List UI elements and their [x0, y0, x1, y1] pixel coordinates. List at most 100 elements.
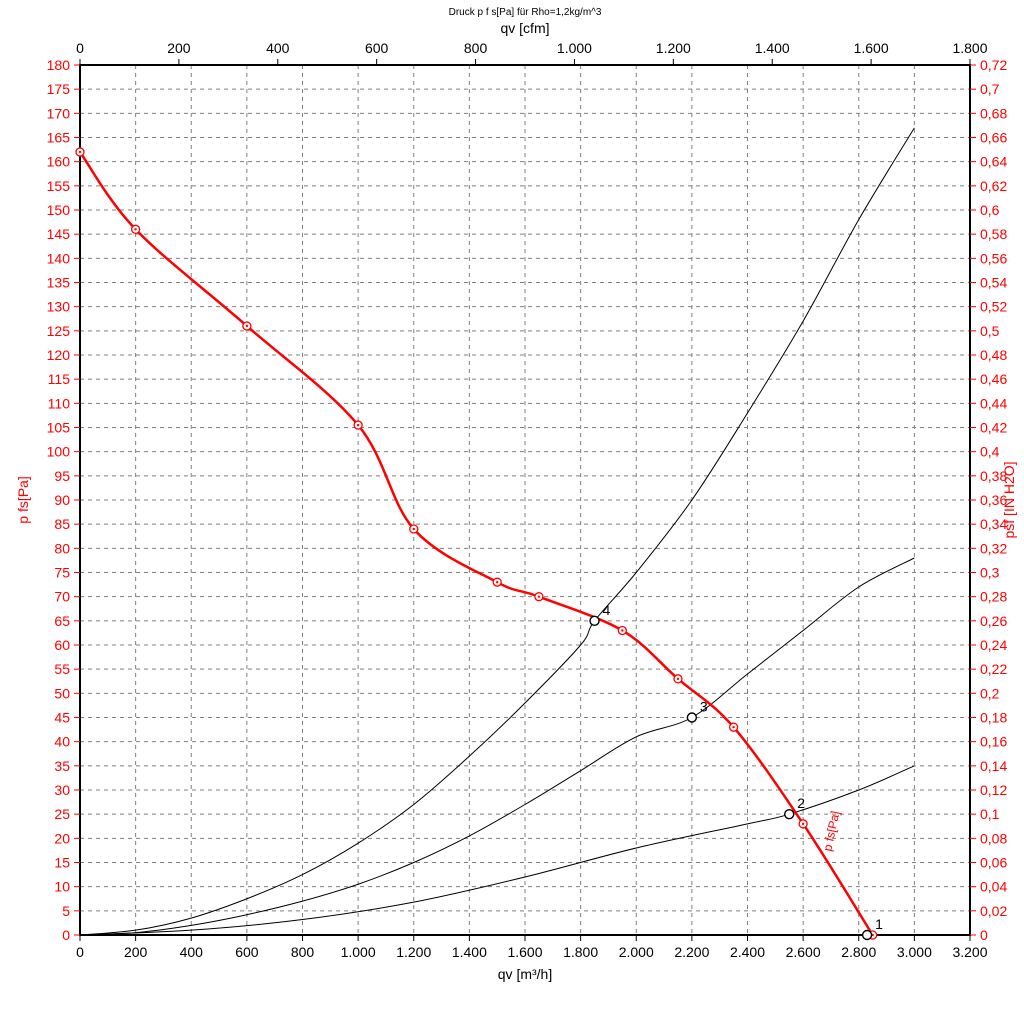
- operating-point-marker-2: [785, 810, 794, 819]
- x-top-tick-label: 200: [167, 40, 191, 56]
- fan-point-dot: [621, 629, 623, 631]
- x-bottom-tick-label: 1.800: [563, 944, 598, 960]
- y-right-tick-label: 0,62: [980, 178, 1007, 194]
- y-left-tick-label: 0: [62, 927, 70, 943]
- fan-point-dot: [357, 424, 359, 426]
- y-left-tick-label: 45: [54, 710, 70, 726]
- x-bottom-tick-label: 600: [235, 944, 259, 960]
- x-bottom-tick-label: 2.400: [730, 944, 765, 960]
- y-left-tick-label: 50: [54, 685, 70, 701]
- fan-point-dot: [134, 228, 136, 230]
- y-left-tick-label: 35: [54, 758, 70, 774]
- fan-point-dot: [79, 151, 81, 153]
- y-left-tick-label: 75: [54, 565, 70, 581]
- y-left-tick-label: 85: [54, 516, 70, 532]
- y-left-tick-label: 165: [47, 130, 71, 146]
- y-left-tick-label: 170: [47, 105, 71, 121]
- y-right-tick-label: 0,66: [980, 130, 1007, 146]
- x-top-tick-label: 1.200: [656, 40, 691, 56]
- y-right-tick-label: 0,32: [980, 540, 1007, 556]
- x-bottom-tick-label: 200: [124, 944, 148, 960]
- x-bottom-tick-label: 800: [291, 944, 315, 960]
- y-right-tick-label: 0,46: [980, 371, 1007, 387]
- x-bottom-tick-label: 3.000: [897, 944, 932, 960]
- fan-point-dot: [802, 823, 804, 825]
- fan-point-dot: [246, 325, 248, 327]
- y-left-tick-label: 90: [54, 492, 70, 508]
- x-top-tick-label: 1.600: [854, 40, 889, 56]
- y-right-tick-label: 0,06: [980, 855, 1007, 871]
- operating-point-label-1: 1: [875, 916, 883, 932]
- operating-point-marker-4: [590, 616, 599, 625]
- y-left-tick-label: 135: [47, 275, 71, 291]
- y-right-tick-label: 0,58: [980, 226, 1007, 242]
- y-right-tick-label: 0: [980, 927, 988, 943]
- x-top-axis-label: qv [cfm]: [500, 20, 549, 36]
- fan-performance-chart: 02004006008001.0001.2001.4001.6001.8002.…: [0, 0, 1024, 1015]
- y-right-axis-label: psf [IN H2O]: [1001, 461, 1017, 538]
- x-bottom-tick-label: 400: [180, 944, 204, 960]
- y-left-tick-label: 115: [48, 371, 71, 387]
- x-bottom-tick-label: 2.800: [841, 944, 876, 960]
- y-left-tick-label: 80: [54, 540, 70, 556]
- y-right-tick-label: 0,64: [980, 154, 1007, 170]
- x-bottom-tick-label: 2.600: [786, 944, 821, 960]
- x-bottom-tick-label: 0: [76, 944, 84, 960]
- x-bottom-tick-label: 1.000: [341, 944, 376, 960]
- operating-point-marker-3: [687, 713, 696, 722]
- x-top-tick-label: 1.800: [952, 40, 987, 56]
- y-right-tick-label: 0,7: [980, 81, 1000, 97]
- x-bottom-tick-label: 1.600: [507, 944, 542, 960]
- operating-point-marker-1: [863, 931, 872, 940]
- y-right-tick-label: 0,72: [980, 57, 1007, 73]
- y-left-tick-label: 20: [54, 830, 70, 846]
- x-top-tick-label: 800: [464, 40, 488, 56]
- x-top-tick-label: 1.000: [557, 40, 592, 56]
- y-left-tick-label: 130: [47, 299, 71, 315]
- y-left-tick-label: 65: [54, 613, 70, 629]
- y-left-tick-label: 55: [54, 661, 70, 677]
- y-right-tick-label: 0,16: [980, 734, 1007, 750]
- x-bottom-tick-label: 3.200: [952, 944, 987, 960]
- y-right-tick-label: 0,5: [980, 323, 1000, 339]
- y-right-tick-label: 0,18: [980, 710, 1007, 726]
- y-right-tick-label: 0,2: [980, 685, 1000, 701]
- x-top-tick-label: 1.400: [755, 40, 790, 56]
- y-right-tick-label: 0,04: [980, 879, 1007, 895]
- y-left-tick-label: 30: [54, 782, 70, 798]
- x-top-tick-label: 600: [365, 40, 389, 56]
- chart-title: Druck p f s[Pa] für Rho=1,2kg/m^3: [449, 7, 602, 18]
- fan-point-dot: [677, 678, 679, 680]
- fan-point-dot: [732, 726, 734, 728]
- y-left-tick-label: 180: [47, 57, 71, 73]
- y-left-tick-label: 15: [54, 855, 70, 871]
- y-left-tick-label: 155: [47, 178, 71, 194]
- y-left-tick-label: 150: [47, 202, 71, 218]
- y-left-tick-label: 40: [54, 734, 70, 750]
- x-bottom-tick-label: 2.000: [619, 944, 654, 960]
- y-right-tick-label: 0,48: [980, 347, 1007, 363]
- y-right-tick-label: 0,28: [980, 589, 1007, 605]
- operating-point-label-3: 3: [700, 699, 708, 715]
- y-right-tick-label: 0,1: [980, 806, 1000, 822]
- y-right-tick-label: 0,12: [980, 782, 1007, 798]
- y-right-tick-label: 0,52: [980, 299, 1007, 315]
- y-left-tick-label: 25: [54, 806, 70, 822]
- x-bottom-tick-label: 1.400: [452, 944, 487, 960]
- fan-point-dot: [538, 595, 540, 597]
- y-left-tick-label: 125: [47, 323, 71, 339]
- x-bottom-tick-label: 1.200: [396, 944, 431, 960]
- chart-svg: 02004006008001.0001.2001.4001.6001.8002.…: [0, 0, 1024, 1015]
- x-bottom-axis-label: qv [m³/h]: [498, 966, 552, 982]
- operating-point-label-2: 2: [797, 795, 805, 811]
- y-right-tick-label: 0,54: [980, 275, 1007, 291]
- fan-point-dot: [413, 528, 415, 530]
- x-top-tick-label: 400: [266, 40, 290, 56]
- y-left-tick-label: 120: [47, 347, 71, 363]
- y-right-tick-label: 0,6: [980, 202, 1000, 218]
- y-right-tick-label: 0,68: [980, 105, 1007, 121]
- y-left-tick-label: 145: [47, 226, 71, 242]
- y-left-tick-label: 175: [47, 81, 71, 97]
- y-left-tick-label: 105: [47, 420, 71, 436]
- y-right-tick-label: 0,02: [980, 903, 1007, 919]
